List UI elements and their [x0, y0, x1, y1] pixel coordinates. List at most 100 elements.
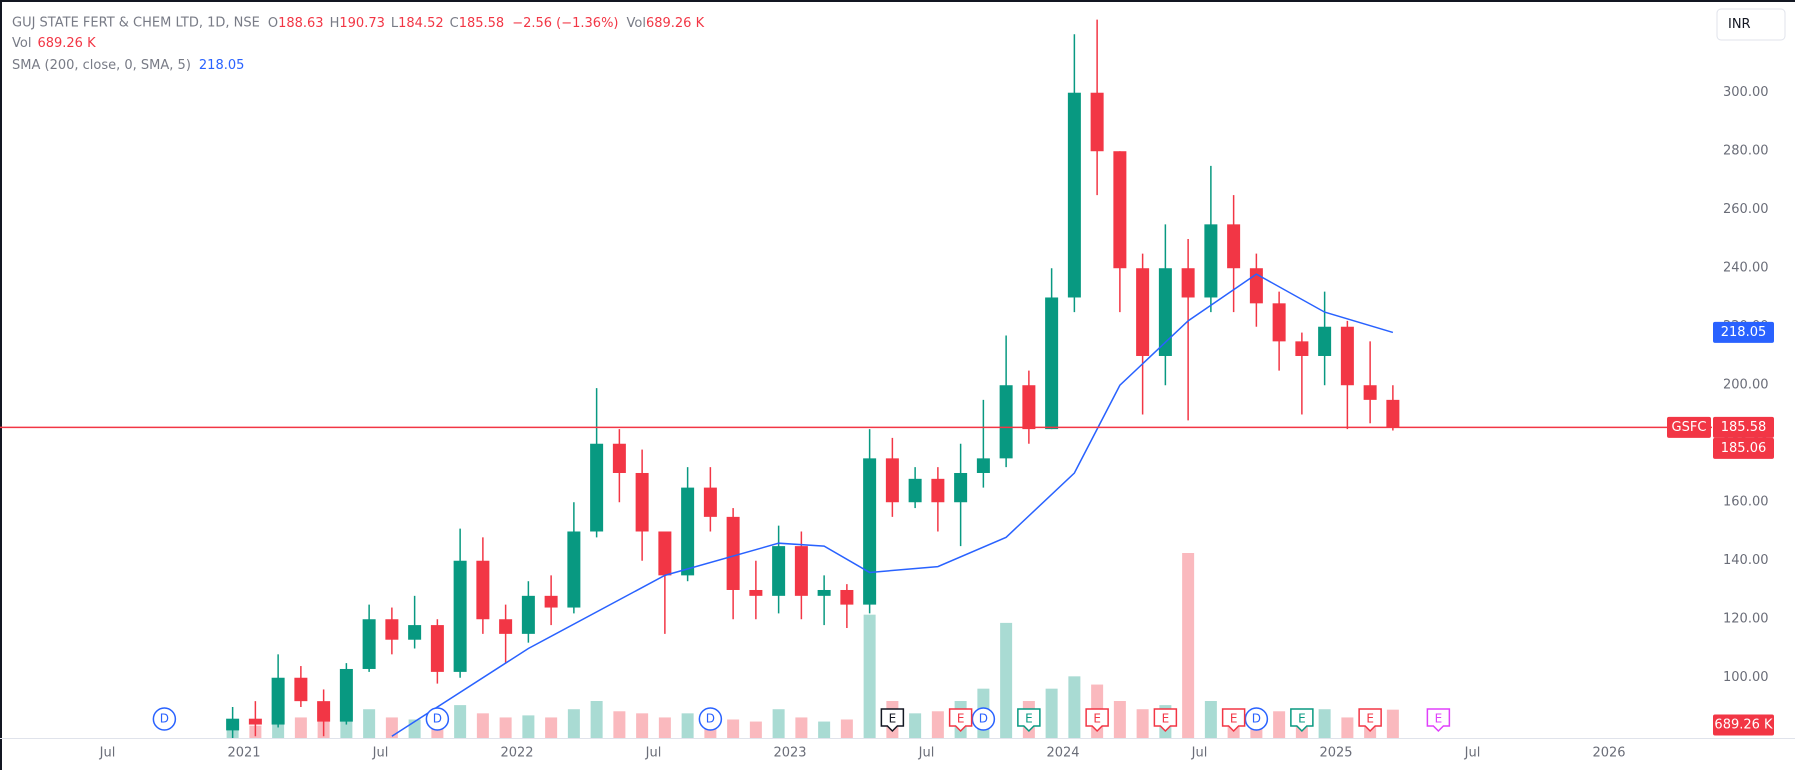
candle-body: [681, 487, 695, 576]
x-tick-label: 2022: [500, 746, 533, 761]
event-label: D: [433, 712, 442, 726]
candle-body: [1136, 268, 1150, 356]
candle-body: [1090, 92, 1104, 152]
symbol-tag-bg: [1667, 416, 1711, 438]
volume-bar: [840, 719, 853, 738]
candle-body: [794, 546, 808, 596]
volume-bar: [818, 721, 831, 738]
candle-body: [1363, 385, 1377, 400]
volume-bar: [545, 717, 558, 738]
volume-bar: [363, 709, 376, 738]
volume-bar: [727, 719, 740, 738]
candle-body: [635, 472, 649, 532]
candle-body: [248, 718, 262, 725]
volume-bar: [476, 713, 489, 738]
volume-bar: [499, 717, 512, 738]
candle-body: [931, 478, 945, 503]
chart-title: GUJ STATE FERT & CHEM LTD, 1D, NSE: [12, 16, 260, 31]
x-tick-label: 2023: [773, 746, 806, 761]
candle-body: [521, 595, 535, 634]
event-label: E: [1025, 712, 1033, 726]
x-tick-label: 2024: [1046, 746, 1079, 761]
sma-line: [391, 273, 1394, 737]
event-marker[interactable]: [1085, 708, 1109, 733]
prev-price-tag: 185.06: [1721, 441, 1767, 456]
volume-bar: [567, 709, 580, 738]
event-marker[interactable]: [880, 708, 905, 733]
x-tick-label: Jul: [1464, 746, 1481, 761]
event-marker[interactable]: [425, 707, 450, 731]
volume-bar: [1182, 553, 1195, 738]
candle-body: [772, 546, 786, 596]
candle-body: [385, 619, 399, 640]
volume-bar: [772, 709, 785, 738]
legend-item: 689.26 K: [37, 36, 96, 51]
legend-item: 190.73: [339, 16, 385, 31]
event-label: D: [1252, 712, 1261, 726]
event-label: E: [1162, 712, 1170, 726]
volume-bar: [454, 705, 467, 738]
x-tick-label: Jul: [99, 746, 116, 761]
sma-tag-bg: [1713, 321, 1774, 343]
volume-bar: [931, 711, 944, 738]
event-label: E: [1366, 712, 1374, 726]
candle-body: [544, 595, 558, 608]
candle-body: [1386, 399, 1400, 428]
event-label: D: [706, 712, 715, 726]
overlay: GUJ STATE FERT & CHEM LTD, 1D, NSE: [12, 16, 260, 31]
y-tick-label: 200.00: [1723, 378, 1769, 393]
candle-body: [1181, 268, 1195, 298]
legend-item: C: [450, 16, 459, 31]
currency-button[interactable]: [1716, 8, 1786, 41]
candle-body: [1227, 224, 1241, 269]
y-tick-label: 140.00: [1723, 553, 1769, 568]
event-label: E: [889, 712, 897, 726]
legend-item: L: [391, 16, 399, 31]
candle-body: [339, 668, 353, 722]
currency-label: INR: [1728, 17, 1751, 32]
candle-body: [226, 718, 240, 731]
candle-body: [1113, 151, 1127, 269]
event-label: E: [957, 712, 965, 726]
legend-item: H: [330, 16, 340, 31]
event-marker[interactable]: [1221, 708, 1246, 733]
event-marker[interactable]: [698, 707, 723, 731]
event-marker[interactable]: [1153, 708, 1178, 733]
event-marker[interactable]: [1426, 708, 1451, 733]
volume-bar: [1068, 676, 1081, 738]
candle-body: [954, 472, 968, 503]
legend-row: Vol 689.26 K: [12, 36, 96, 51]
y-tick-label: 240.00: [1723, 261, 1769, 276]
legend-item: 184.52: [398, 16, 444, 31]
candle-body: [271, 677, 285, 725]
volume-bar: [385, 717, 398, 738]
candle-body: [567, 531, 581, 608]
volume-bar: [1136, 709, 1149, 738]
legend-item: SMA (200, close, 0, SMA, 5): [12, 58, 191, 73]
candle-body: [1045, 297, 1059, 430]
y-tick-label: 260.00: [1723, 202, 1769, 217]
volume-bar: [1318, 709, 1331, 738]
event-marker[interactable]: [152, 707, 177, 731]
y-tick-label: 100.00: [1723, 670, 1769, 685]
event-marker[interactable]: [1290, 708, 1314, 733]
sma-tag: 218.05: [1721, 325, 1767, 340]
prev-price-tag-bg: [1713, 437, 1774, 459]
legend-row: O188.63 H190.73 L184.52 C185.58 −2.56 (−1.36…: [268, 16, 705, 31]
volume-bar: [1113, 701, 1126, 738]
legend-item: 185.58: [459, 16, 505, 31]
candle-body: [976, 458, 990, 473]
volume-bar: [636, 713, 649, 738]
x-tick-label: 2021: [227, 746, 260, 761]
volume-bar: [909, 713, 922, 738]
event-label: E: [1435, 712, 1443, 726]
candle-body: [408, 625, 422, 640]
candle-body: [749, 589, 763, 596]
event-marker[interactable]: [1017, 708, 1041, 733]
x-tick-label: 2025: [1319, 746, 1352, 761]
candle-body: [590, 443, 604, 532]
candle-body: [317, 701, 331, 722]
event-marker[interactable]: [948, 708, 973, 733]
candle-body: [1340, 326, 1354, 386]
event-marker[interactable]: [1358, 708, 1382, 733]
